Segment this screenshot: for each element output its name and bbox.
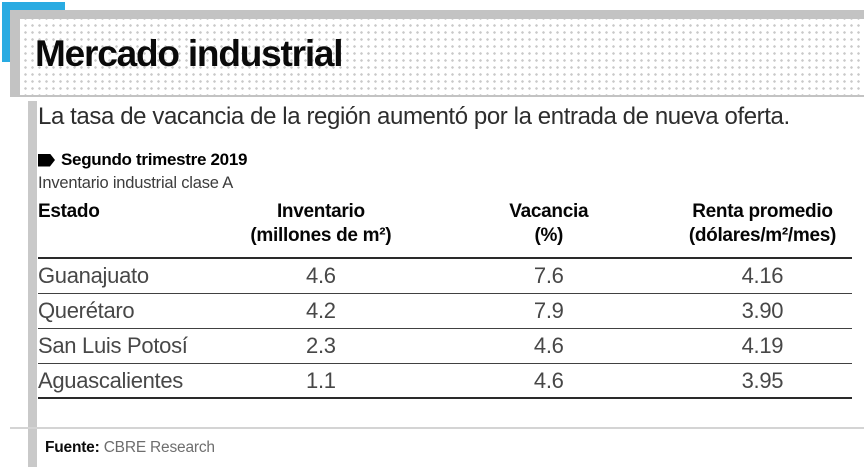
cell-estado: Querétaro — [38, 298, 135, 323]
page-title: Mercado industrial — [35, 32, 344, 74]
table-row: Querétaro 4.2 7.9 3.90 — [38, 294, 852, 329]
cell-inventario: 1.1 — [306, 367, 336, 393]
cell-renta: 4.16 — [741, 263, 784, 288]
column-label: Renta promedio — [692, 201, 833, 222]
cell-estado: San Luis Potosí — [38, 333, 188, 358]
table-header-row: Estado Inventario (millones de m²) Vacan… — [38, 198, 852, 259]
column-unit: (dólares/m²/mes) — [688, 225, 837, 246]
left-rail-divider — [28, 101, 37, 467]
cell-inventario: 4.2 — [306, 298, 336, 323]
header-card: Mercado industrial — [10, 10, 864, 97]
cell-estado: Aguascalientes — [38, 367, 184, 393]
cell-inventario: 4.6 — [306, 263, 336, 288]
cell-renta: 3.95 — [741, 367, 784, 393]
source-line: Fuente: CBRE Research — [45, 439, 215, 457]
cell-vacancia: 4.6 — [533, 333, 564, 358]
column-header-inventario: Inventario (millones de m²) — [217, 200, 425, 248]
subtitle: La tasa de vacancia de la región aumentó… — [38, 103, 790, 130]
table-row: Guanajuato 4.6 7.6 4.16 — [38, 259, 852, 294]
period-label: Segundo trimestre 2019 — [61, 150, 248, 169]
table-row: San Luis Potosí 2.3 4.6 4.19 — [38, 329, 852, 364]
column-label: Estado — [38, 201, 100, 222]
cell-renta: 3.90 — [741, 298, 784, 323]
cell-vacancia: 7.9 — [533, 298, 564, 323]
cell-estado: Guanajuato — [38, 263, 149, 288]
dataset-label: Inventario industrial clase A — [38, 174, 234, 192]
source-label: Fuente: — [45, 439, 100, 456]
cell-inventario: 2.3 — [306, 333, 336, 358]
cell-renta: 4.19 — [741, 333, 784, 358]
cell-vacancia: 7.6 — [533, 263, 564, 288]
data-table: Estado Inventario (millones de m²) Vacan… — [38, 198, 852, 399]
table-row: Aguascalientes 1.1 4.6 3.95 — [38, 364, 852, 399]
source-value: CBRE Research — [103, 439, 215, 456]
column-unit: (millones de m²) — [250, 225, 392, 246]
column-label: Inventario — [276, 201, 365, 222]
column-label: Vacancia — [509, 201, 589, 222]
column-header-renta: Renta promedio (dólares/m²/mes) — [673, 200, 852, 248]
cell-vacancia: 4.6 — [533, 367, 564, 393]
column-header-estado: Estado — [38, 200, 217, 248]
footer-divider — [10, 427, 864, 429]
column-header-vacancia: Vacancia (%) — [425, 200, 673, 248]
header-dotted-background: Mercado industrial — [20, 19, 864, 95]
column-unit: (%) — [534, 225, 564, 246]
flag-marker-icon — [38, 153, 55, 167]
period-row: Segundo trimestre 2019 — [38, 150, 247, 170]
